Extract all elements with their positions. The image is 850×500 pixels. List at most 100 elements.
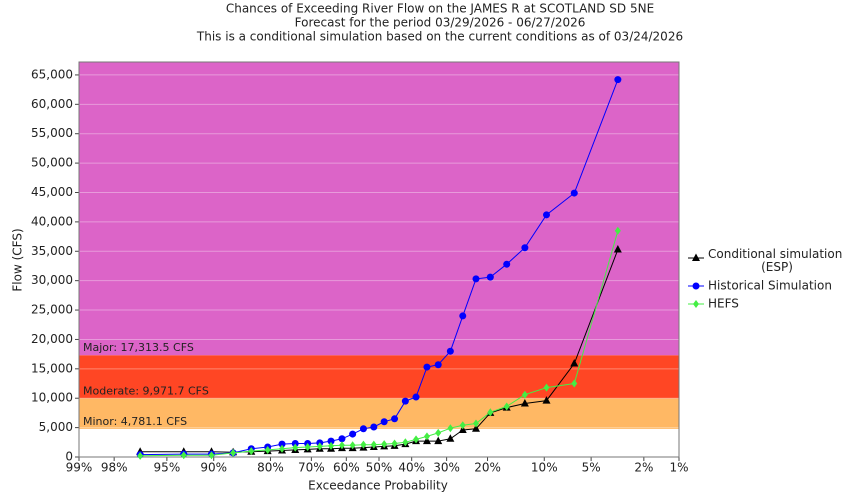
y-tick-label: 60,000 xyxy=(31,97,73,111)
data-point xyxy=(370,423,378,431)
x-tick-label: 10% xyxy=(531,461,558,475)
legend-label: HEFS xyxy=(708,297,739,311)
y-tick-label: 0 xyxy=(65,450,73,464)
threshold-label: Major: 17,313.5 CFS xyxy=(83,341,194,354)
data-point xyxy=(401,397,409,405)
y-tick-label: 20,000 xyxy=(31,332,73,346)
data-point xyxy=(359,425,367,433)
data-point xyxy=(208,451,215,460)
x-tick-label: 30% xyxy=(433,461,460,475)
data-point xyxy=(316,442,323,451)
data-point xyxy=(264,445,271,454)
data-point xyxy=(423,363,431,371)
y-tick-label: 10,000 xyxy=(31,391,73,405)
data-point xyxy=(412,393,420,401)
data-point xyxy=(459,312,467,320)
data-point xyxy=(327,437,335,445)
x-tick-label: 5% xyxy=(582,461,601,475)
data-point xyxy=(413,435,420,444)
y-tick-label: 30,000 xyxy=(31,273,73,287)
data-point xyxy=(471,424,480,432)
data-point xyxy=(230,448,237,457)
data-point xyxy=(543,383,550,392)
x-tick-label: 60% xyxy=(333,461,360,475)
y-axis-title: Flow (CFS) xyxy=(11,228,25,291)
data-point xyxy=(487,408,494,417)
data-point xyxy=(423,432,430,441)
data-point xyxy=(137,451,144,460)
data-point xyxy=(472,275,480,283)
data-point xyxy=(614,226,621,235)
data-point xyxy=(613,245,622,253)
x-axis-title: Exceedance Probability xyxy=(308,479,448,493)
y-tick-label: 5,000 xyxy=(39,420,73,434)
y-tick-label: 15,000 xyxy=(31,361,73,375)
data-point xyxy=(570,189,578,197)
y-tick-label: 50,000 xyxy=(31,156,73,170)
data-point xyxy=(278,440,286,448)
threshold-label: Moderate: 9,971.7 CFS xyxy=(83,384,209,397)
plot-frame xyxy=(78,61,680,458)
x-tick-label: 80% xyxy=(257,461,284,475)
data-point xyxy=(248,447,255,456)
data-point xyxy=(570,359,579,367)
y-tick-label: 45,000 xyxy=(31,185,73,199)
legend-label: Conditional simulation (ESP) xyxy=(708,247,842,274)
chart-title: Chances of Exceeding River Flow on the J… xyxy=(226,2,654,16)
data-point xyxy=(521,244,529,252)
data-point xyxy=(328,441,335,450)
x-tick-label: 90% xyxy=(200,461,227,475)
y-tick-label: 65,000 xyxy=(31,67,73,81)
y-tick-label: 25,000 xyxy=(31,303,73,317)
x-tick-label: 95% xyxy=(154,461,181,475)
flood-band xyxy=(79,62,679,356)
threshold-label: Minor: 4,781.1 CFS xyxy=(83,415,187,428)
x-tick-label: 50% xyxy=(366,461,393,475)
data-point xyxy=(180,451,187,460)
data-point xyxy=(391,415,399,423)
data-point xyxy=(380,418,388,426)
data-point xyxy=(304,443,311,452)
data-point xyxy=(542,396,551,404)
x-tick-label: 99% xyxy=(66,461,93,475)
data-point xyxy=(542,211,550,219)
flood-band xyxy=(79,355,679,399)
data-point xyxy=(446,347,454,355)
data-point xyxy=(434,436,443,445)
chart-note: This is a conditional simulation based o… xyxy=(196,30,683,44)
data-point xyxy=(291,439,299,447)
data-point xyxy=(520,399,529,407)
legend-label-line: Conditional simulation xyxy=(708,247,842,261)
x-tick-label: 98% xyxy=(101,461,128,475)
data-point xyxy=(447,424,454,433)
data-point xyxy=(486,273,494,281)
x-tick-label: 1% xyxy=(669,461,688,475)
data-point xyxy=(370,440,377,449)
data-point xyxy=(338,441,345,450)
data-point xyxy=(360,440,367,449)
data-point xyxy=(571,379,578,388)
data-point xyxy=(435,428,442,437)
data-point xyxy=(614,76,622,84)
legend-label-line: (ESP) xyxy=(761,260,793,274)
data-point xyxy=(434,361,442,369)
marker xyxy=(692,282,700,290)
data-point xyxy=(459,421,466,430)
data-point xyxy=(503,402,510,411)
data-point xyxy=(402,438,409,447)
data-point xyxy=(292,443,299,452)
x-tick-label: 70% xyxy=(298,461,325,475)
data-point xyxy=(391,439,398,448)
data-point xyxy=(279,444,286,453)
data-point xyxy=(349,430,357,438)
data-point xyxy=(521,390,528,399)
data-point xyxy=(446,434,455,442)
x-tick-label: 20% xyxy=(474,461,501,475)
marker xyxy=(692,253,700,261)
y-tick-label: 55,000 xyxy=(31,126,73,140)
legend-label: Historical Simulation xyxy=(708,279,832,293)
chart-subtitle: Forecast for the period 03/29/2026 - 06/… xyxy=(295,16,586,30)
data-point xyxy=(472,419,479,428)
y-tick-label: 35,000 xyxy=(31,244,73,258)
x-tick-label: 40% xyxy=(398,461,425,475)
